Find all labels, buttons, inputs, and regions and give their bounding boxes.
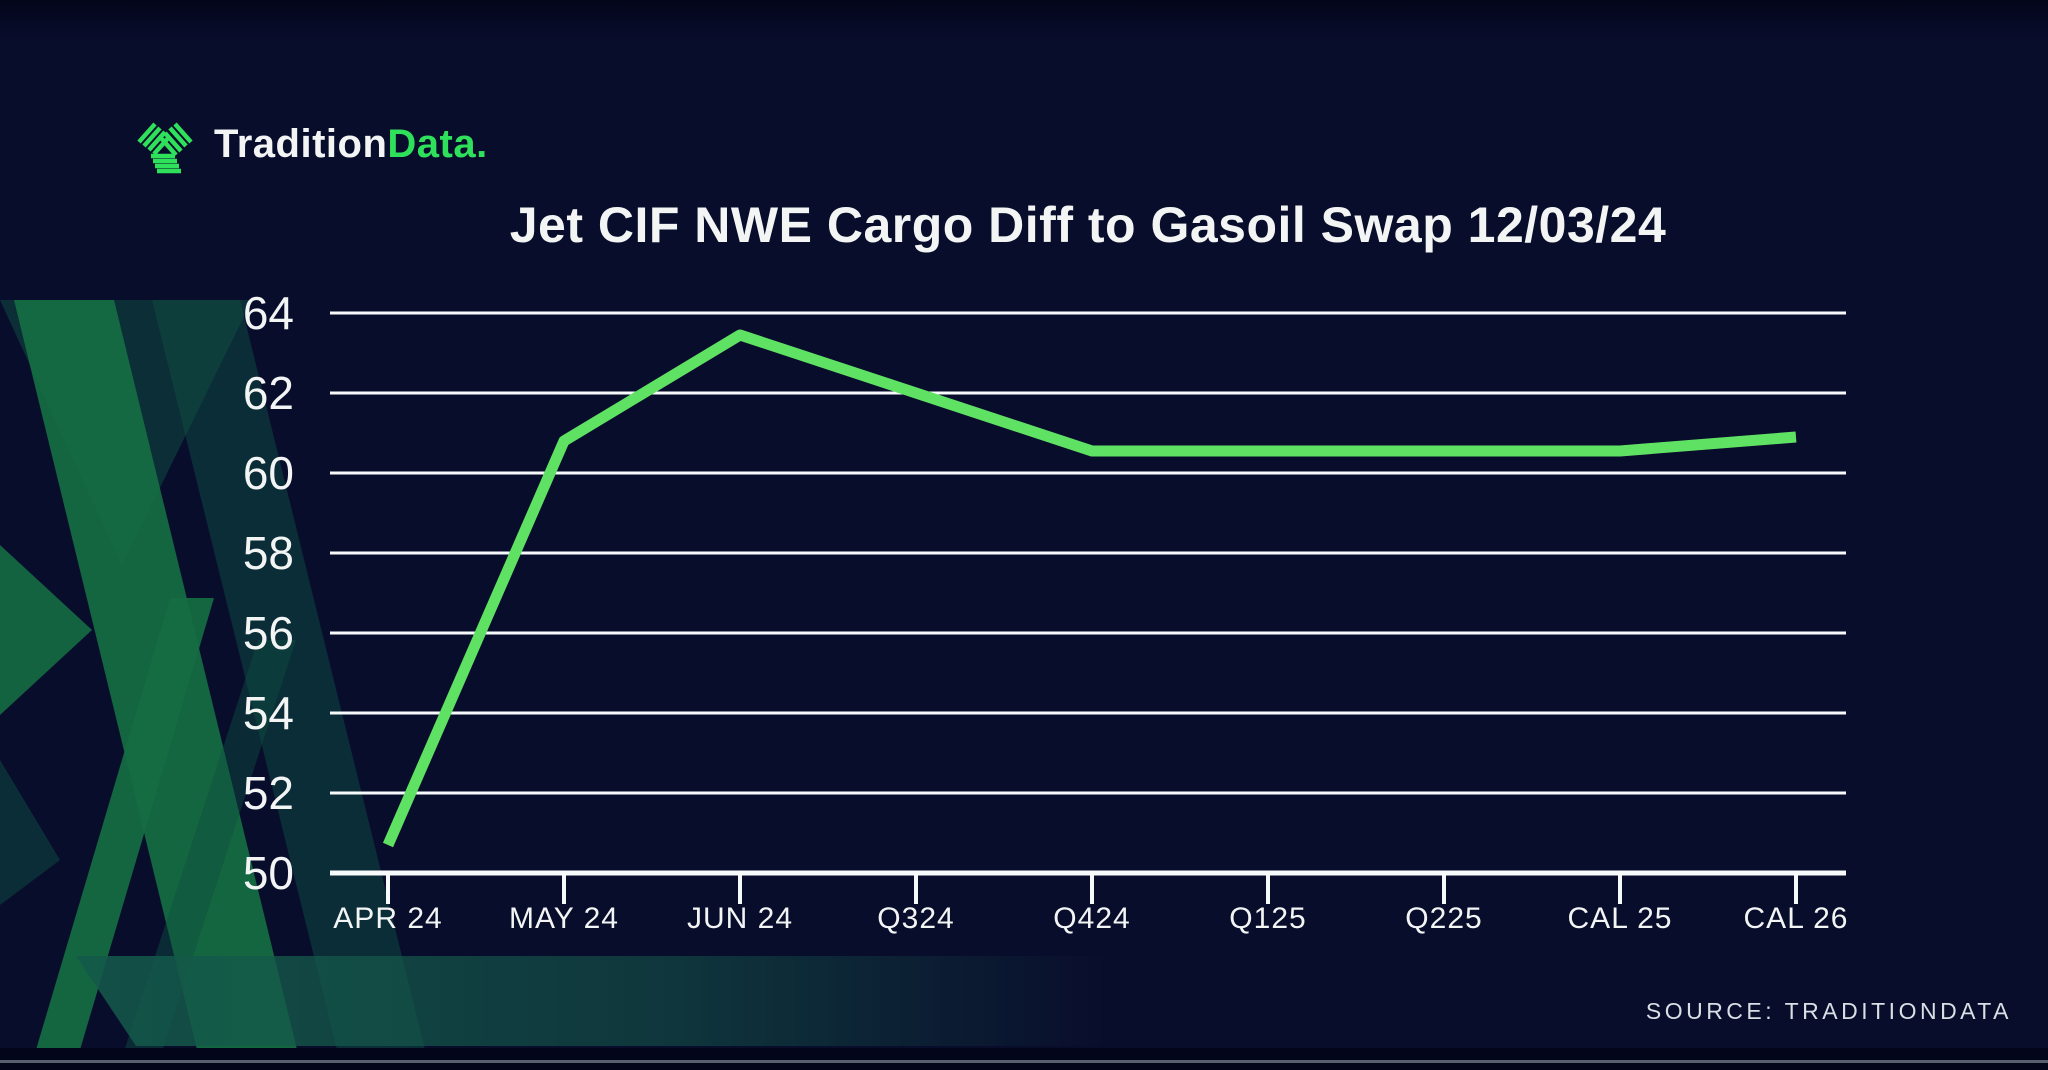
y-axis-label: 62 [243, 367, 294, 419]
decor-triangle [0, 545, 92, 715]
tradition-data-logo-icon [137, 122, 193, 174]
x-axis-label: APR 24 [333, 902, 442, 935]
brand-logo: TraditionData. [132, 112, 488, 176]
decor-stripe [30, 598, 214, 1070]
x-axis-label: JUN 24 [687, 902, 793, 935]
y-axis-label: 56 [243, 607, 294, 659]
y-axis-label: 52 [243, 767, 294, 819]
bottom-hairline [0, 1060, 2048, 1063]
source-attribution: SOURCE: TRADITIONDATA [1645, 998, 2012, 1024]
y-axis-label: 58 [243, 527, 294, 579]
bottom-shade-band [0, 1048, 2048, 1070]
y-axis-label: 64 [243, 287, 294, 339]
data-line [382, 329, 1797, 848]
chart-title: Jet CIF NWE Cargo Diff to Gasoil Swap 12… [509, 197, 1667, 253]
x-axis-label: Q125 [1229, 902, 1306, 935]
brand-word-accent: Data. [387, 121, 488, 166]
y-axis-label: 60 [243, 447, 294, 499]
brand-wordmark: TraditionData. [214, 122, 488, 167]
x-axis-label: CAL 25 [1568, 902, 1673, 935]
y-axis-label: 50 [243, 847, 294, 899]
y-axis-label: 54 [243, 687, 294, 739]
x-axis-label: Q225 [1405, 902, 1482, 935]
decor-band [76, 956, 1160, 1046]
x-axis-label: MAY 24 [509, 902, 619, 935]
decor-stripe [152, 300, 430, 1070]
x-axis-label: CAL 26 [1744, 902, 1849, 935]
x-axis-label: Q324 [877, 902, 954, 935]
decor-triangle [0, 760, 60, 905]
top-shade-band [0, 0, 2048, 40]
brand-word-primary: Tradition [214, 121, 388, 166]
x-axis-label: Q424 [1053, 902, 1130, 935]
